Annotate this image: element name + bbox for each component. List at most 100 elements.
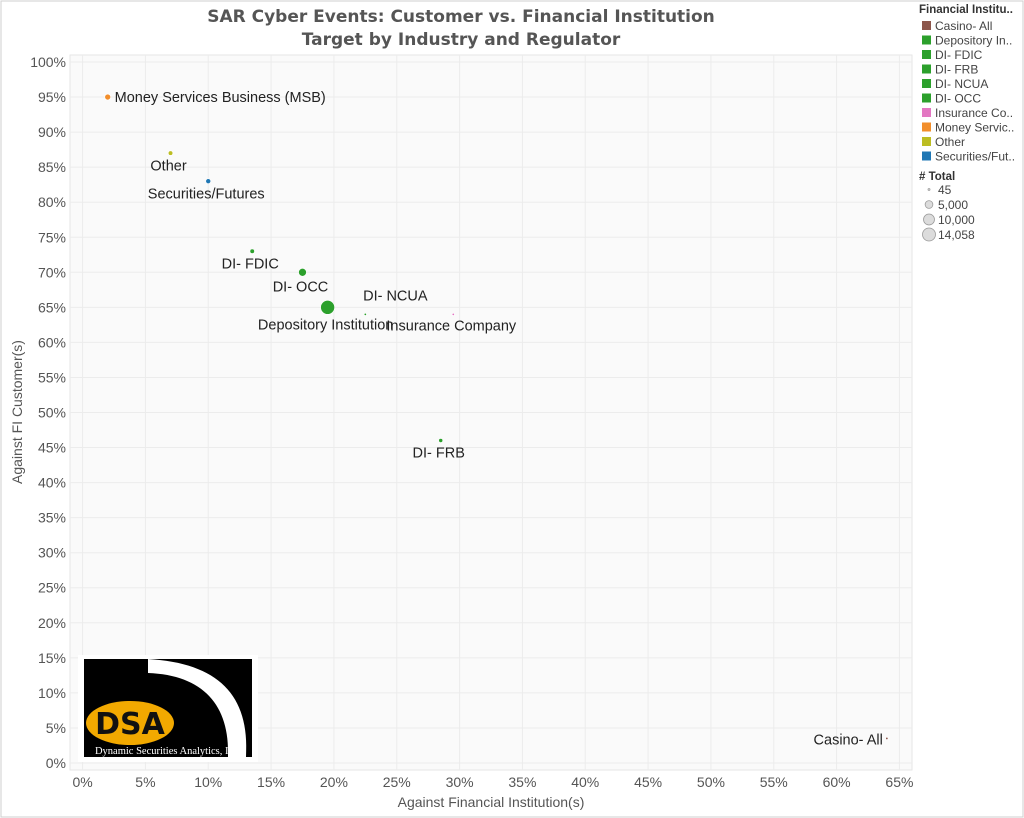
logo-gold-ellipse [86, 701, 174, 745]
point-label: Other [150, 158, 186, 174]
legend-swatch [922, 21, 931, 30]
data-point[interactable] [885, 736, 889, 740]
x-tick-label: 20% [320, 774, 348, 790]
data-point[interactable] [167, 150, 174, 156]
x-tick-label: 55% [760, 774, 788, 790]
y-axis-label: Against FI Customer(s) [9, 340, 25, 484]
chart-title: SAR Cyber Events: Customer vs. Financial… [207, 7, 715, 50]
data-point[interactable] [298, 268, 307, 277]
x-tick-label: 35% [508, 774, 536, 790]
legend-size-label: 45 [938, 183, 952, 197]
legend-label: DI- FRB [935, 63, 978, 77]
data-point[interactable] [438, 438, 444, 443]
x-tick-label: 60% [823, 774, 851, 790]
data-point[interactable] [249, 248, 255, 254]
legend-label: Money Servic.. [935, 121, 1014, 135]
y-tick-label: 20% [38, 615, 66, 631]
x-tick-label: 25% [383, 774, 411, 790]
y-tick-label: 25% [38, 580, 66, 596]
data-point[interactable] [104, 93, 111, 101]
data-points [104, 93, 889, 740]
legend-label: Other [935, 135, 965, 149]
legend-swatch [922, 79, 931, 88]
x-tick-label: 40% [571, 774, 599, 790]
legend-swatch [922, 93, 931, 103]
legend-label: Securities/Fut.. [935, 150, 1015, 164]
legend-label: Depository In.. [935, 34, 1012, 48]
dsa-logo: DSA Dynamic Securities Analytics, Inc. [78, 655, 258, 762]
x-axis-label: Against Financial Institution(s) [398, 794, 585, 810]
y-tick-label: 50% [38, 405, 66, 421]
legend-label: Casino- All [935, 19, 992, 33]
logo-swoosh [148, 659, 247, 757]
legend-swatch [922, 122, 931, 132]
x-tick-label: 65% [885, 774, 913, 790]
y-tick-label: 90% [38, 124, 66, 140]
legend-swatch [922, 108, 931, 117]
y-tick-label: 30% [38, 545, 66, 561]
legend-size-circle [927, 188, 931, 191]
y-tick-label: 100% [30, 54, 66, 70]
legend-size-label: 10,000 [938, 213, 975, 227]
x-tick-label: 15% [257, 774, 285, 790]
data-point[interactable] [320, 300, 335, 315]
y-tick-label: 70% [38, 264, 66, 280]
x-tick-label: 0% [72, 774, 92, 790]
legend-size-title: # Total [919, 171, 955, 183]
legend-label: DI- OCC [935, 92, 981, 106]
legend: Financial Institu.. Casino- AllDepositor… [919, 4, 1015, 242]
data-point[interactable] [451, 312, 455, 316]
legend-label: DI- FDIC [935, 48, 983, 62]
legend-size-circle [924, 200, 934, 209]
legend-swatch [922, 137, 931, 146]
data-point[interactable] [205, 178, 212, 184]
legend-label: DI- NCUA [935, 77, 988, 91]
point-label: Insurance Company [386, 319, 517, 335]
logo-mark: DSA [95, 707, 166, 742]
y-tick-label: 80% [38, 194, 66, 210]
legend-size-circle [923, 213, 935, 226]
legend-size-circle [922, 227, 936, 242]
y-tick-label: 0% [46, 755, 66, 771]
x-tick-label: 10% [194, 774, 222, 790]
y-tick-label: 75% [38, 229, 66, 245]
x-axis-ticks: 0% 5% 10% 15% 20% 25% 30% 35% 40% 45% 50% 55% 60% 65% [72, 774, 913, 790]
y-tick-label: 95% [38, 89, 66, 105]
legend-color-title: Financial Institu.. [919, 4, 1013, 16]
y-tick-label: 55% [38, 369, 66, 385]
chart-title-line-1: SAR Cyber Events: Customer vs. Financial… [207, 7, 715, 27]
y-tick-label: 65% [38, 299, 66, 315]
logo-company-name: Dynamic Securities Analytics, Inc. [95, 746, 241, 757]
point-label: DI- NCUA [363, 288, 428, 304]
y-tick-label: 15% [38, 650, 66, 666]
x-tick-label: 50% [697, 774, 725, 790]
y-tick-label: 5% [46, 720, 66, 736]
legend-swatch [922, 35, 931, 45]
y-tick-label: 10% [38, 685, 66, 701]
y-tick-label: 85% [38, 159, 66, 175]
point-label: DI- OCC [273, 279, 329, 295]
data-point[interactable] [363, 312, 367, 316]
legend-size-label: 14,058 [938, 228, 975, 242]
legend-swatch [922, 50, 931, 59]
x-tick-label: 45% [634, 774, 662, 790]
chart-title-line-2: Target by Industry and Regulator [302, 30, 621, 50]
point-label: Money Services Business (MSB) [115, 90, 326, 106]
point-label: Securities/Futures [148, 187, 265, 203]
y-tick-label: 60% [38, 334, 66, 350]
point-label: Casino- All [814, 732, 883, 748]
point-label: DI- FDIC [222, 257, 279, 273]
point-label: Depository Institution [258, 317, 393, 333]
y-tick-label: 45% [38, 440, 66, 456]
x-tick-label: 30% [446, 774, 474, 790]
x-tick-label: 5% [135, 774, 155, 790]
point-labels: Money Services Business (MSB) Other Securi… [115, 90, 883, 748]
y-tick-label: 40% [38, 475, 66, 491]
y-axis-ticks: 0% 5% 10% 15% 20% 25% 30% 35% 40% 45% 50% 55% 60% 65%… [30, 54, 66, 771]
y-tick-label: 35% [38, 510, 66, 526]
legend-size-label: 5,000 [938, 198, 968, 212]
